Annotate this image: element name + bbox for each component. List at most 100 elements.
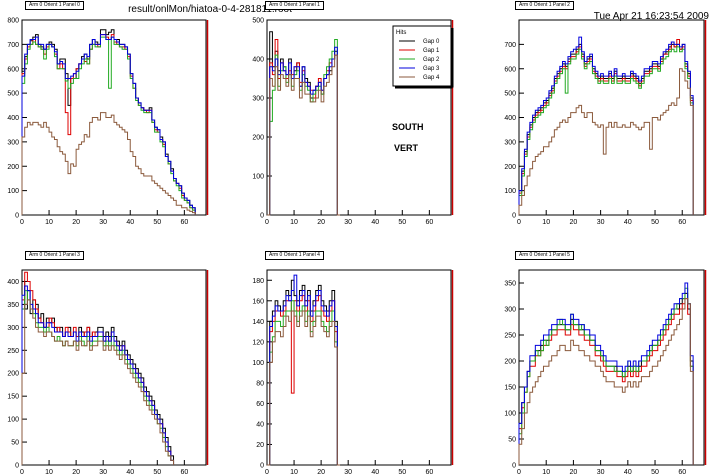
y-tick-label: 100 <box>504 188 516 195</box>
y-tick-label: 500 <box>252 18 264 25</box>
y-tick-label: 160 <box>252 298 264 305</box>
x-tick-label: 40 <box>371 469 379 474</box>
y-tick-label: 200 <box>504 359 516 366</box>
histogram-series-gap-4 <box>21 299 175 465</box>
panel-title: Arm 0 Orient 1 Panel 2 <box>515 1 574 10</box>
y-tick-label: 100 <box>252 174 264 181</box>
y-tick-label: 200 <box>7 164 19 171</box>
histogram-series-gap-3 <box>267 274 338 466</box>
y-tick-label: 400 <box>7 279 19 286</box>
x-tick-label: 10 <box>290 219 298 226</box>
plot-frame <box>266 19 452 216</box>
histogram-panel-3: 0 10 20 30 40 50 60 0 50 100 150 200 250 300 350 400 <box>7 269 209 474</box>
plot-frame <box>21 269 207 466</box>
histogram-series-gap-2 <box>267 300 338 466</box>
legend: Hits Gap 0 Gap 1 Gap 2 Gap 3 Gap 4 <box>392 25 454 89</box>
y-tick-label: 100 <box>252 360 264 367</box>
x-tick-label: 0 <box>20 469 24 474</box>
x-tick-label: 50 <box>153 219 161 226</box>
y-tick-label: 20 <box>256 442 264 449</box>
x-tick-label: 30 <box>99 219 107 226</box>
y-tick-label: 300 <box>504 139 516 146</box>
y-tick-label: 400 <box>504 115 516 122</box>
y-tick-label: 0 <box>260 213 264 220</box>
x-tick-label: 20 <box>570 219 578 226</box>
x-tick-label: 50 <box>398 219 406 226</box>
x-tick-label: 30 <box>344 469 352 474</box>
plot-frame <box>518 269 705 466</box>
y-tick-label: 350 <box>7 302 19 309</box>
histogram-series-gap-2 <box>518 46 694 215</box>
y-tick-label: 120 <box>252 339 264 346</box>
annotation-vert: VERT <box>394 143 419 153</box>
x-tick-label: 10 <box>542 219 550 226</box>
x-tick-label: 30 <box>597 469 605 474</box>
y-tick-label: 500 <box>7 91 19 98</box>
y-tick-label: 100 <box>7 188 19 195</box>
y-tick-label: 350 <box>504 281 516 288</box>
histogram-panel-5: 0 10 20 30 40 50 60 0 50 100 150 200 250 300 350 <box>504 269 707 474</box>
y-tick-label: 800 <box>7 18 19 25</box>
x-tick-label: 10 <box>290 469 298 474</box>
histogram-series-gap-2 <box>21 290 175 465</box>
x-tick-label: 60 <box>678 219 686 226</box>
x-tick-label: 0 <box>20 219 24 226</box>
x-tick-label: 60 <box>425 469 433 474</box>
x-tick-label: 20 <box>317 469 325 474</box>
x-tick-label: 50 <box>651 469 659 474</box>
x-tick-label: 0 <box>517 469 521 474</box>
histogram-series-gap-1 <box>518 39 694 215</box>
plot-frame <box>266 269 452 466</box>
x-tick-label: 50 <box>153 469 161 474</box>
x-tick-label: 60 <box>678 469 686 474</box>
y-tick-label: 100 <box>7 417 19 424</box>
y-tick-label: 200 <box>7 371 19 378</box>
x-tick-label: 0 <box>265 469 269 474</box>
histogram-series-gap-3 <box>21 285 175 465</box>
x-tick-label: 20 <box>72 469 80 474</box>
histogram-series-gap-0 <box>518 43 694 215</box>
y-tick-label: 0 <box>260 463 264 470</box>
x-tick-label: 60 <box>180 219 188 226</box>
histogram-series-gap-2 <box>21 36 196 215</box>
histogram-series-gap-4 <box>518 298 694 465</box>
y-tick-label: 200 <box>504 164 516 171</box>
legend-entry: Gap 3 <box>423 66 440 72</box>
histogram-series-gap-0 <box>21 280 175 465</box>
x-tick-label: 40 <box>624 219 632 226</box>
histogram-series-gap-0 <box>267 279 338 466</box>
histogram-series-gap-4 <box>21 112 196 215</box>
legend-box <box>392 25 452 87</box>
histogram-series-gap-3 <box>21 34 196 215</box>
x-tick-label: 50 <box>398 469 406 474</box>
annotation-south: SOUTH <box>392 122 424 132</box>
y-tick-label: 500 <box>504 91 516 98</box>
panel-title: Arm 0 Orient 1 Panel 3 <box>25 251 84 260</box>
y-tick-label: 400 <box>7 115 19 122</box>
x-tick-label: 60 <box>425 219 433 226</box>
y-tick-label: 150 <box>7 394 19 401</box>
y-tick-label: 0 <box>15 213 19 220</box>
histogram-panel-4: 0 10 20 30 40 50 60 0 20 40 60 80 100 120 140 160 180 <box>252 269 454 474</box>
y-tick-label: 0 <box>512 213 516 220</box>
x-tick-label: 20 <box>317 219 325 226</box>
x-tick-label: 50 <box>651 219 659 226</box>
y-tick-label: 150 <box>504 385 516 392</box>
panel-title: Arm 0 Orient 1 Panel 5 <box>515 251 574 260</box>
x-tick-label: 0 <box>265 219 269 226</box>
x-tick-label: 30 <box>344 219 352 226</box>
legend-entry: Gap 0 <box>423 39 440 45</box>
panel-title: Arm 0 Orient 1 Panel 1 <box>265 1 324 10</box>
x-tick-label: 40 <box>126 469 134 474</box>
y-tick-label: 50 <box>508 437 516 444</box>
y-tick-label: 700 <box>504 42 516 49</box>
y-tick-label: 300 <box>7 139 19 146</box>
x-tick-label: 20 <box>72 219 80 226</box>
file-title: result/onlMon/hiatoa-0-4-281811.root <box>128 4 292 15</box>
x-tick-label: 10 <box>45 469 53 474</box>
y-tick-label: 700 <box>7 42 19 49</box>
legend-entry: Gap 1 <box>423 48 440 54</box>
